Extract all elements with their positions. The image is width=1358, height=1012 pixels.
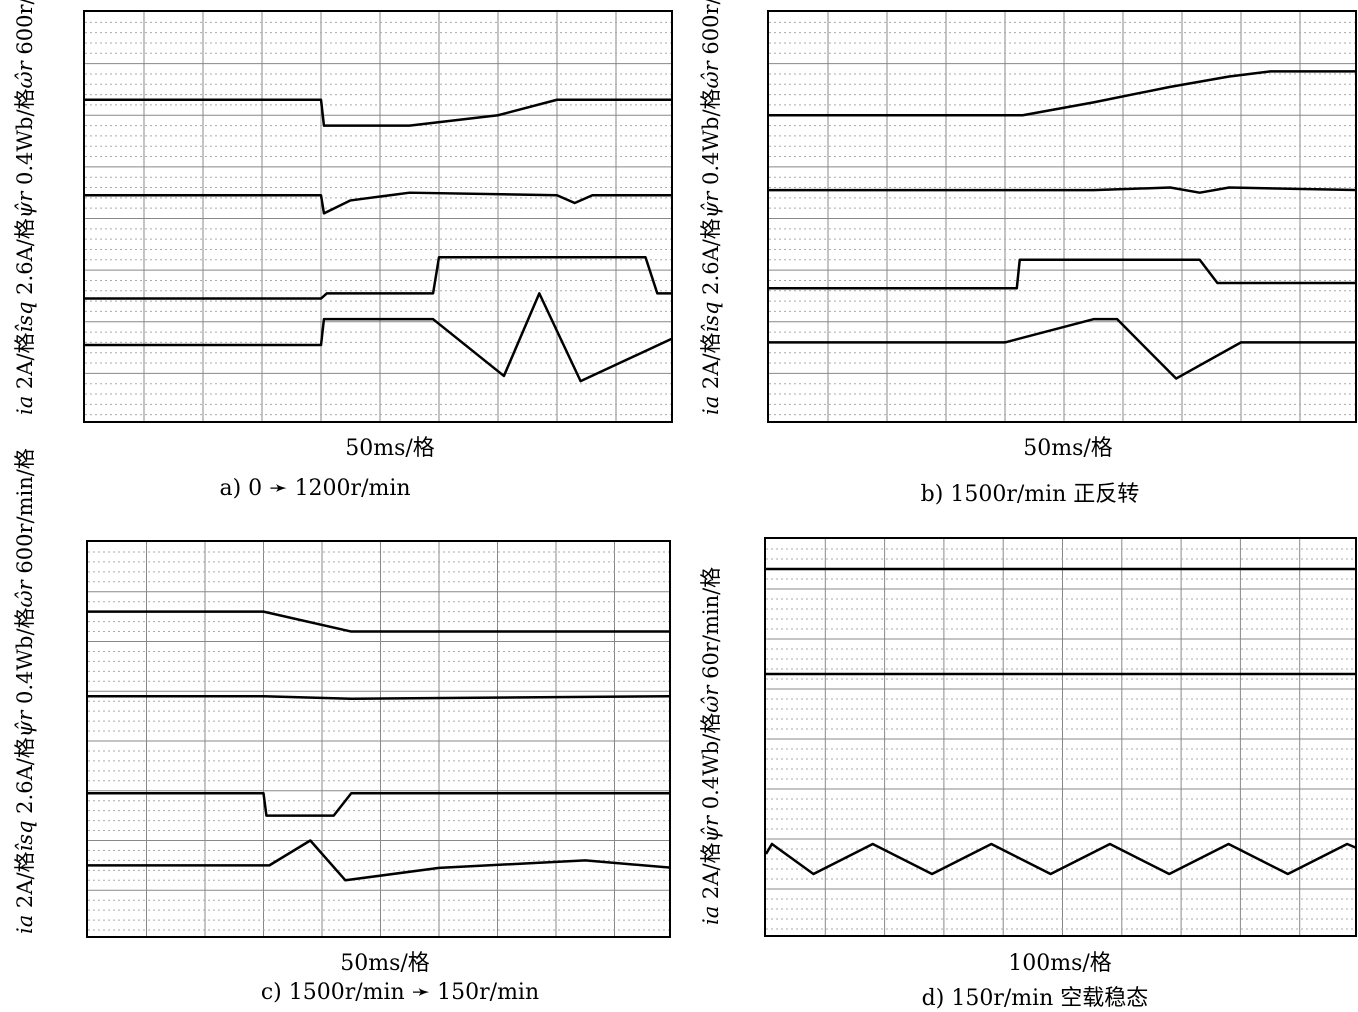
ch3-symbol: îsq	[699, 301, 723, 333]
ch4-symbol: ia	[699, 395, 723, 415]
scope-a-plot	[85, 12, 671, 421]
ch4-scale: 2A/格	[699, 332, 723, 390]
ch3-symbol: îsq	[13, 820, 37, 852]
ch2-scale: 0.4Wb/格	[13, 88, 37, 185]
timebase-d: 100ms/格	[1008, 951, 1112, 976]
ch2-scale: 0.4Wb/格	[13, 607, 37, 704]
trace-îsq	[88, 791, 669, 817]
grid	[85, 12, 671, 421]
trace-ω̂r	[85, 98, 671, 127]
ylabel-a: ia 2A/格 îsq 2.6A/格 ψ̂r 0.4Wb/格 ω̂r 600r/…	[13, 0, 37, 415]
trace-ψ̂r	[85, 191, 671, 215]
scope-a	[83, 10, 673, 423]
trace-ψ̂r	[769, 186, 1355, 194]
trace-ω̂r	[88, 610, 669, 633]
ylabel-c: ia 2A/格 îsq 2.6A/格 ψ̂r 0.4Wb/格 ω̂r 600r/…	[13, 448, 37, 934]
grid	[766, 539, 1355, 935]
ch1-symbol: ω̂r	[699, 61, 723, 89]
caption-c: c) 1500r/min ➛ 150r/min	[260, 980, 540, 1005]
trace-îsq	[769, 258, 1355, 290]
ch3-scale: 2.6A/格	[699, 218, 723, 295]
ch1-scale: 60r/min/格	[699, 566, 723, 679]
timebase-b: 50ms/格	[1023, 436, 1113, 461]
ch4-symbol: ia	[13, 914, 37, 934]
ch3-scale: 2A/格	[699, 842, 723, 900]
grid	[769, 12, 1355, 421]
ch1-scale: 600r/min/格	[699, 0, 723, 55]
ch2-scale: 0.4Wb/格	[699, 712, 723, 810]
ch3-symbol: ia	[699, 905, 723, 925]
ch4-scale: 2A/格	[13, 332, 37, 390]
scope-d	[764, 537, 1357, 937]
ch1-scale: 600r/min/格	[13, 448, 37, 574]
ch2-symbol: ψ̂r	[13, 710, 37, 738]
ch3-symbol: îsq	[13, 301, 37, 333]
scope-c-plot	[88, 542, 669, 936]
scope-b-plot	[769, 12, 1355, 421]
ch4-symbol: ia	[13, 395, 37, 415]
trace-îsq	[85, 255, 671, 300]
trace-ia	[85, 292, 671, 383]
ylabel-b: ia 2A/格 îsq 2.6A/格 ψ̂r 0.4Wb/格 ω̂r 600r/…	[699, 0, 723, 415]
trace-ia	[88, 839, 669, 882]
ch2-scale: 0.4Wb/格	[699, 88, 723, 185]
grid	[88, 542, 669, 936]
ch1-symbol: ω̂r	[13, 580, 37, 608]
timebase-a: 50ms/格	[345, 436, 435, 461]
scope-d-plot	[766, 539, 1355, 935]
ch3-scale: 2.6A/格	[13, 737, 37, 814]
ch4-scale: 2A/格	[13, 851, 37, 909]
ch3-scale: 2.6A/格	[13, 218, 37, 295]
timebase-c: 50ms/格	[340, 951, 430, 976]
scope-b	[767, 10, 1357, 423]
ylabel-d: ia 2A/格 ψ̂r 0.4Wb/格 ω̂r 60r/min/格	[699, 567, 723, 925]
trace-ψ̂r	[88, 694, 669, 700]
ch1-symbol: ω̂r	[13, 61, 37, 89]
ch2-symbol: ψ̂r	[699, 191, 723, 219]
caption-b: b) 1500r/min 正反转	[920, 482, 1140, 507]
ch2-symbol: ψ̂r	[13, 191, 37, 219]
ch2-symbol: ψ̂r	[699, 815, 723, 843]
scope-c	[86, 540, 671, 938]
trace-ω̂r	[769, 70, 1355, 117]
trace-ia	[769, 317, 1355, 380]
ch1-symbol: ω̂r	[699, 685, 723, 713]
caption-d: d) 150r/min 空载稳态	[921, 986, 1149, 1011]
caption-a: a) 0 ➛ 1200r/min	[219, 476, 411, 501]
trace-ia	[766, 842, 1355, 876]
ch1-scale: 600r/min/格	[13, 0, 37, 55]
